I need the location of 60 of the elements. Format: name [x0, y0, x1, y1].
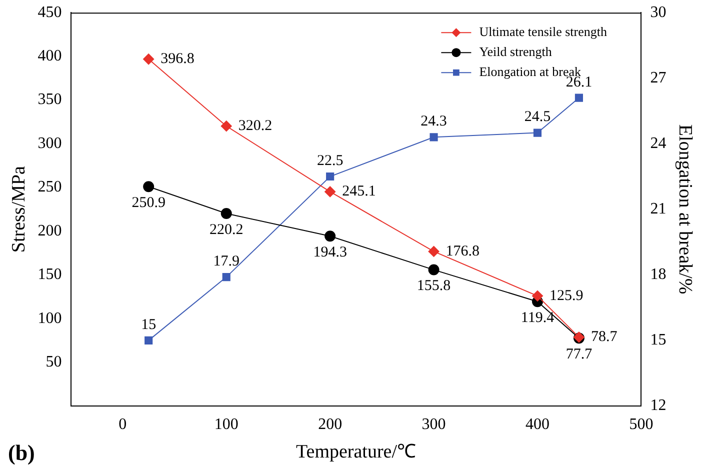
y-tick-label: 450 — [38, 4, 62, 21]
point — [143, 181, 154, 192]
data-label: 24.5 — [524, 109, 551, 126]
data-label: 250.9 — [132, 195, 166, 212]
point — [143, 54, 154, 65]
y2-tick-label: 24 — [650, 134, 666, 152]
data-label: 78.7 — [590, 329, 618, 346]
point — [326, 172, 334, 181]
point — [220, 208, 232, 219]
point — [324, 230, 336, 242]
y2-tick-label: 30 — [650, 4, 666, 21]
y-tick-label: 350 — [38, 91, 62, 108]
point — [144, 336, 153, 344]
point — [428, 264, 440, 276]
point — [532, 290, 543, 302]
data-label: 320.2 — [238, 118, 272, 134]
data-label: 17.9 — [213, 253, 240, 270]
x-tick-label: 200 — [318, 416, 342, 433]
data-label: 176.8 — [446, 243, 480, 260]
point — [222, 273, 230, 282]
x-tick-label: 100 — [214, 416, 238, 433]
x-axis-title: Temperature/℃ — [296, 442, 416, 463]
point — [220, 120, 232, 132]
data-label: 119.4 — [520, 310, 555, 326]
text: (b) — [8, 440, 35, 466]
y2-tick-label: 15 — [650, 332, 666, 349]
y2-axis-title: Elongation at break/% — [674, 124, 696, 294]
x-tick-label: 400 — [525, 416, 550, 433]
y-tick-label: 250 — [38, 178, 62, 196]
y-tick-label: 100 — [38, 310, 62, 327]
y2-tick-label: 21 — [650, 200, 666, 218]
point — [428, 246, 440, 257]
legend-label: Yeild strength — [479, 44, 552, 60]
y-axis-title: Stress/MPa — [8, 165, 30, 253]
y-tick-label: 50 — [46, 353, 62, 370]
x-tick-label: 0 — [118, 416, 127, 433]
y2-tick-label: 12 — [650, 397, 666, 414]
data-label: 245.1 — [342, 184, 376, 200]
y-tick-label: 200 — [38, 222, 62, 240]
y-tick-label: 300 — [38, 134, 62, 152]
y-tick-label: 400 — [38, 48, 62, 65]
data-label: 15 — [141, 316, 156, 333]
data-label: 22.5 — [316, 152, 344, 169]
point — [324, 186, 336, 198]
x-tick-label: 500 — [629, 416, 654, 433]
data-label: 396.8 — [160, 51, 194, 68]
y-tick-label: 150 — [38, 266, 62, 284]
data-label: 77.7 — [566, 346, 593, 363]
data-label: 194.3 — [313, 244, 347, 261]
point — [574, 94, 584, 102]
data-label: 125.9 — [549, 288, 584, 304]
y2-tick-label: 27 — [650, 69, 666, 86]
data-label: 220.2 — [209, 222, 244, 238]
legend-label: Ultimate tensile strength — [479, 24, 608, 40]
data-label: 155.8 — [416, 278, 451, 294]
x-tick-label: 300 — [422, 416, 446, 433]
point — [533, 128, 542, 137]
y2-tick-label: 18 — [650, 266, 666, 284]
point — [430, 133, 438, 142]
data-label: 24.3 — [420, 114, 447, 130]
